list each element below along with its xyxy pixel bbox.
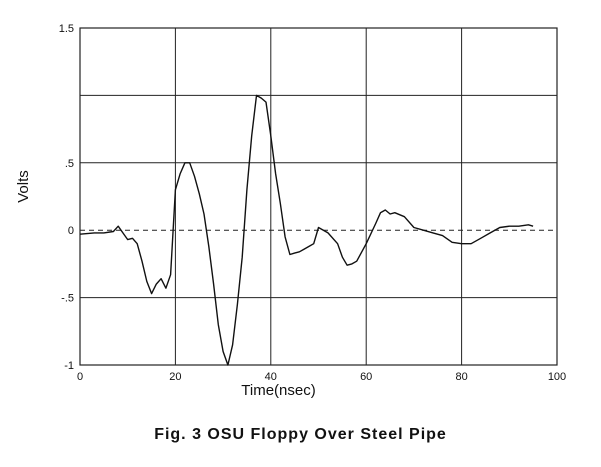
y-tick-label: .5 bbox=[65, 158, 74, 170]
x-tick-label: 60 bbox=[360, 371, 372, 383]
x-tick-label: 100 bbox=[548, 371, 566, 383]
x-tick-label: 40 bbox=[265, 371, 277, 383]
y-axis-title: Volts bbox=[15, 170, 32, 203]
y-tick-label: 0 bbox=[68, 225, 74, 237]
y-tick-label: 1.5 bbox=[59, 23, 74, 35]
x-tick-label: 0 bbox=[77, 371, 83, 383]
figure-caption: Fig. 3 OSU Floppy Over Steel Pipe bbox=[154, 426, 447, 443]
x-axis-title: Time(nsec) bbox=[241, 382, 315, 399]
x-tick-label: 80 bbox=[455, 371, 467, 383]
y-tick-label: -1 bbox=[64, 360, 74, 372]
y-tick-label: -.5 bbox=[61, 293, 74, 305]
x-tick-label: 20 bbox=[169, 371, 181, 383]
series-line bbox=[79, 94, 534, 366]
plot-frame bbox=[79, 27, 558, 366]
